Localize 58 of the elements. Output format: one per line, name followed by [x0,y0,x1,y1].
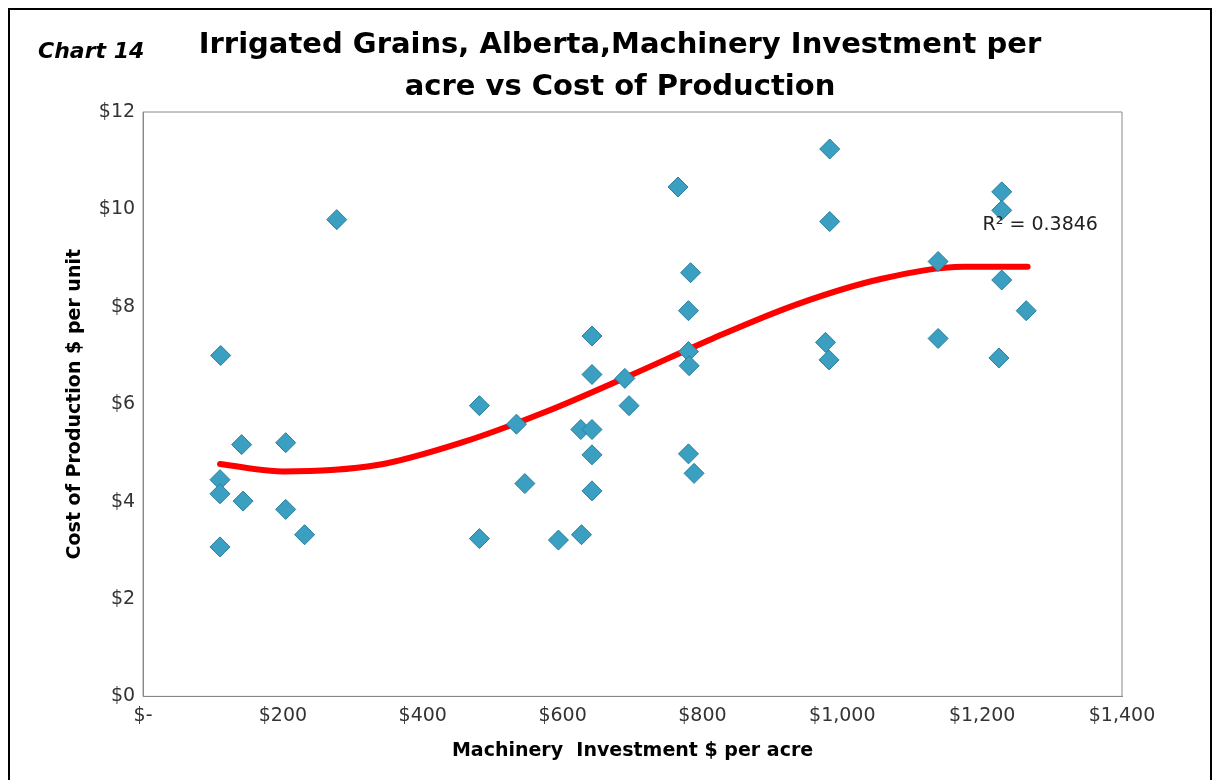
x-axis-title: Machinery Investment $ per acre [451,737,814,760]
point [988,347,1010,369]
y-tick-label: $8 [110,293,136,316]
point [232,490,254,512]
point [209,536,231,558]
y-tick-label: $6 [110,391,136,414]
x-tick-label: $800 [678,702,727,725]
point [677,443,699,465]
point [209,483,231,505]
y-tick-label: $4 [110,488,136,511]
point [1015,300,1037,322]
chart-title: Irrigated Grains, Alberta,Machinery Investment per acre vs Cost of Production [197,25,1043,104]
point [468,528,490,550]
point [680,262,702,284]
point [683,462,705,484]
point [614,367,636,389]
x-tick-label: $1,200 [948,702,1016,725]
point [581,419,603,441]
point [819,138,841,160]
point [618,395,640,417]
point [326,209,348,231]
point [927,251,949,273]
x-tick-label: $- [133,702,153,725]
point [514,473,536,495]
point [678,355,700,377]
point [468,395,490,417]
point [819,211,841,233]
y-tick-label: $12 [98,98,136,121]
point [275,432,297,454]
point [667,176,689,198]
point [991,269,1013,291]
point [231,434,253,456]
point [547,529,569,551]
caption: Chart 14 [38,38,145,63]
point [275,498,297,520]
annotation: R² = 0.3846 [982,211,1098,234]
point [505,413,527,435]
x-tick-label: $400 [398,702,447,725]
x-tick-label: $200 [258,702,308,725]
y-tick-label: $10 [98,196,136,219]
point [818,349,840,371]
y-tick-label: $0 [110,683,136,706]
point [581,363,603,385]
x-tick-label: $1,000 [809,702,876,725]
point [570,524,592,546]
y-tick-label: $2 [110,585,136,608]
point [581,480,603,502]
point [927,327,949,349]
x-tick-label: $600 [538,702,587,725]
x-tick-label: $1,400 [1088,702,1156,725]
point [815,331,837,353]
point [581,444,603,466]
point [581,325,603,347]
point [294,524,316,546]
point [677,300,699,322]
point [991,181,1013,203]
point [210,345,232,366]
y-axis-title: Cost of Production $ per unit [62,248,85,560]
